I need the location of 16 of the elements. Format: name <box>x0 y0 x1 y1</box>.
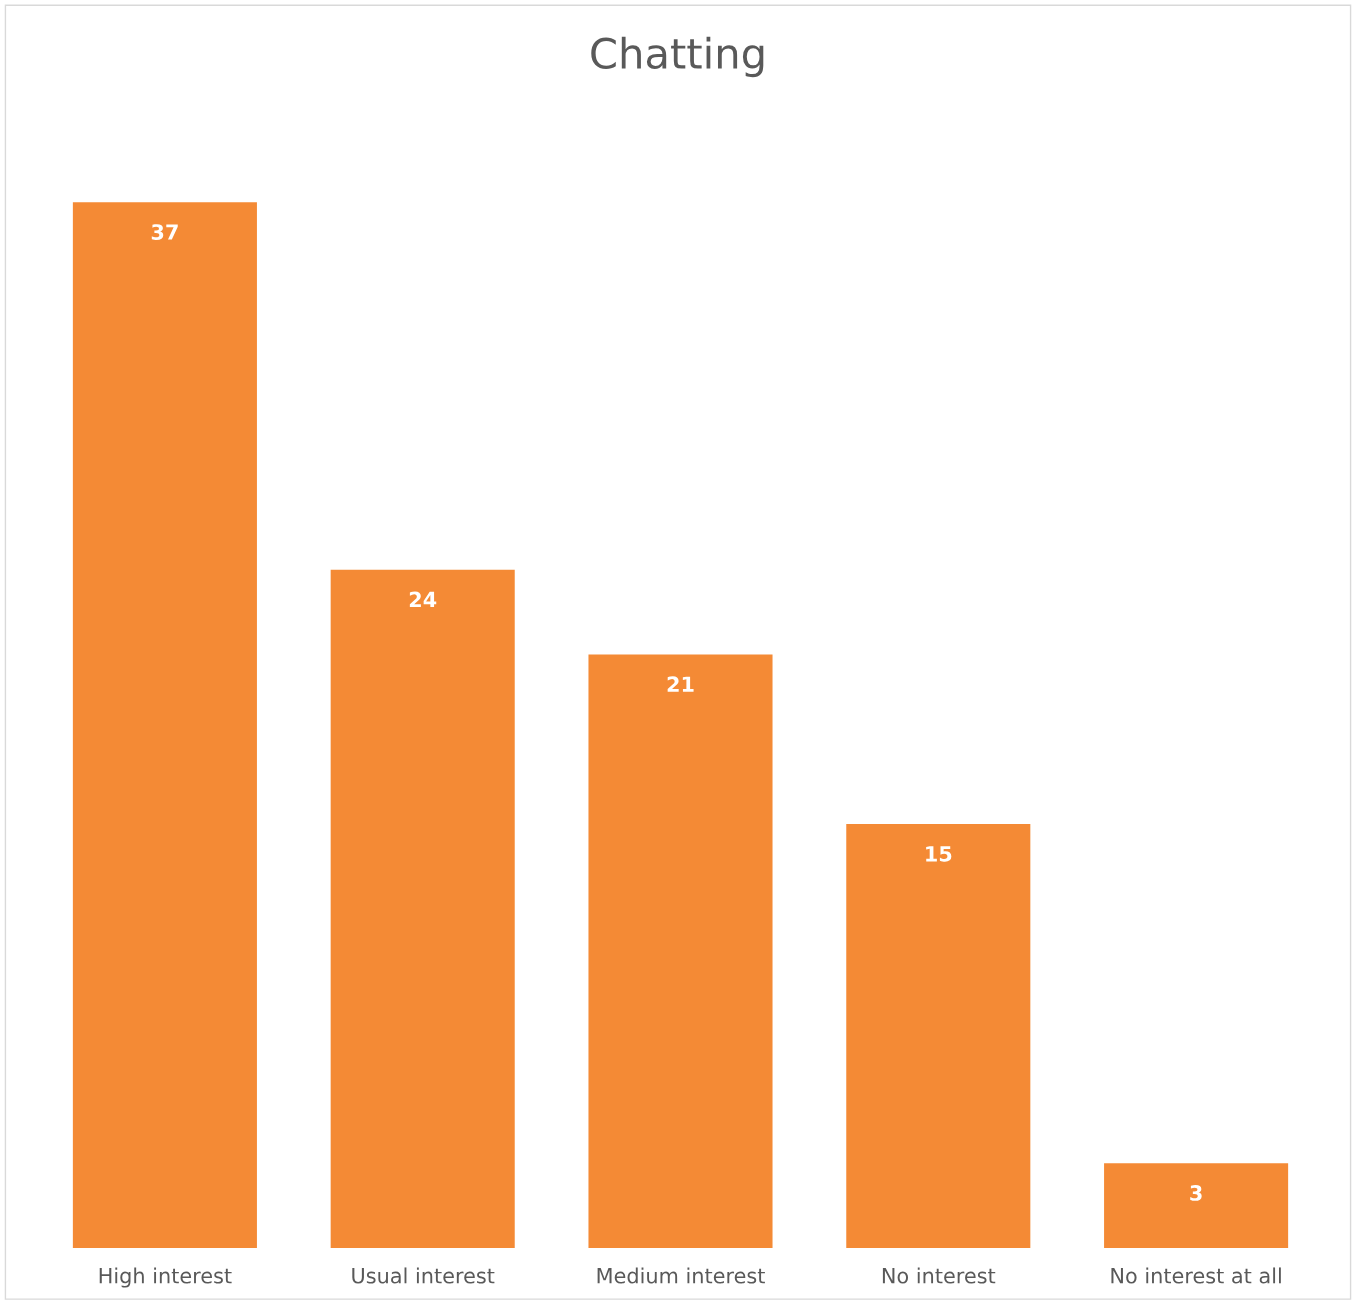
x-tick-label: High interest <box>99 1267 232 1288</box>
data-label: 15 <box>926 846 952 862</box>
x-tick-label: No interest <box>882 1267 996 1284</box>
chart-title: Chatting <box>591 36 764 78</box>
data-label: 37 <box>151 224 178 240</box>
bar <box>330 569 515 1248</box>
bar <box>846 824 1031 1248</box>
data-label: 24 <box>409 591 437 608</box>
x-tick-label: Usual interest <box>352 1267 495 1284</box>
bar <box>72 202 257 1248</box>
x-tick-label: No interest at all <box>1111 1267 1281 1284</box>
bar <box>1104 1163 1289 1248</box>
data-label: 21 <box>667 676 694 692</box>
x-tick-label: Medium interest <box>597 1267 765 1284</box>
data-label: 3 <box>1190 1185 1202 1201</box>
bar <box>588 654 773 1248</box>
